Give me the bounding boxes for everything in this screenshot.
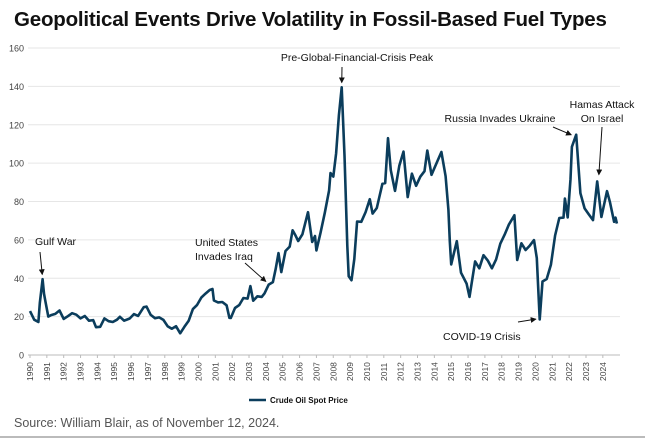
x-tick-label: 2023 <box>581 362 591 381</box>
annotation-arrow <box>596 126 603 176</box>
x-tick-label: 1997 <box>143 362 153 381</box>
annotation-arrow <box>552 126 572 136</box>
x-tick-label: 2021 <box>547 362 557 381</box>
y-tick-label: 40 <box>14 274 24 284</box>
x-tick-label: 2002 <box>227 362 237 381</box>
annotation-arrow <box>38 251 45 276</box>
x-tick-label: 1998 <box>160 362 170 381</box>
x-tick-label: 2004 <box>261 362 271 381</box>
annotation: Hamas Attack On Israel <box>570 99 636 176</box>
x-tick-label: 2009 <box>345 362 355 381</box>
annotation-arrow <box>244 262 267 283</box>
divider <box>0 436 645 438</box>
x-tick-label: 2005 <box>278 362 288 381</box>
x-tick-label: 1999 <box>177 362 187 381</box>
x-tick-label: 2017 <box>480 362 490 381</box>
x-tick-label: 2010 <box>362 362 372 381</box>
annotation-label: On Israel <box>581 113 624 125</box>
x-tick-label: 1993 <box>76 362 86 381</box>
x-tick-label: 1994 <box>92 362 102 381</box>
y-tick-label: 0 <box>19 351 24 361</box>
annotation-label: Pre-Global-Financial-Crisis Peak <box>281 52 434 64</box>
y-tick-label: 80 <box>14 197 24 207</box>
annotation-label: Invades Iraq <box>195 251 253 263</box>
x-tick-label: 1995 <box>109 362 119 381</box>
x-tick-label: 1996 <box>126 362 136 381</box>
x-tick-label: 2019 <box>514 362 524 381</box>
series-line-crude-oil <box>28 86 619 335</box>
x-tick-label: 2013 <box>413 362 423 381</box>
annotation: Pre-Global-Financial-Crisis Peak <box>281 52 434 84</box>
annotation: Russia Invades Ukraine <box>445 113 572 136</box>
x-tick-label: 2020 <box>530 362 540 381</box>
x-tick-label: 2024 <box>598 362 608 381</box>
chart-title: Geopolitical Events Drive Volatility in … <box>14 8 607 31</box>
y-tick-label: 120 <box>9 120 24 130</box>
annotation-label: Gulf War <box>35 236 77 248</box>
y-tick-label: 20 <box>14 312 24 322</box>
x-tick-label: 2022 <box>564 362 574 381</box>
x-tick-label: 2012 <box>396 362 406 381</box>
x-tick-label: 2006 <box>295 362 305 381</box>
x-tick-label: 2015 <box>446 362 456 381</box>
annotation-label: Russia Invades Ukraine <box>445 113 556 125</box>
x-tick-label: 1992 <box>59 362 69 381</box>
x-tick-label: 2016 <box>463 362 473 381</box>
x-tick-label: 2001 <box>210 362 220 381</box>
source-note: Source: William Blair, as of November 12… <box>14 416 280 430</box>
x-tick-label: 2018 <box>497 362 507 381</box>
annotation: United States Invades Iraq <box>195 237 267 283</box>
x-tick-label: 1990 <box>25 362 35 381</box>
x-tick-label: 2011 <box>379 362 389 381</box>
annotation: Gulf War <box>35 236 77 276</box>
annotation-label: United States <box>195 237 258 249</box>
y-tick-label: 160 <box>9 44 24 54</box>
legend-label: Crude Oil Spot Price <box>270 396 348 405</box>
annotation: COVID-19 Crisis <box>443 316 537 343</box>
annotation-label: Hamas Attack <box>570 99 636 111</box>
y-tick-label: 100 <box>9 159 24 169</box>
x-tick-label: 2014 <box>429 362 439 381</box>
annotation-arrow <box>517 316 537 323</box>
x-tick-label: 2000 <box>193 362 203 381</box>
x-tick-label: 2008 <box>328 362 338 381</box>
x-tick-label: 2007 <box>311 362 321 381</box>
annotation-label: COVID-19 Crisis <box>443 331 521 343</box>
x-tick-label: 1991 <box>42 362 52 381</box>
y-tick-label: 140 <box>9 82 24 92</box>
x-tick-label: 2003 <box>244 362 254 381</box>
y-tick-label: 60 <box>14 235 24 245</box>
